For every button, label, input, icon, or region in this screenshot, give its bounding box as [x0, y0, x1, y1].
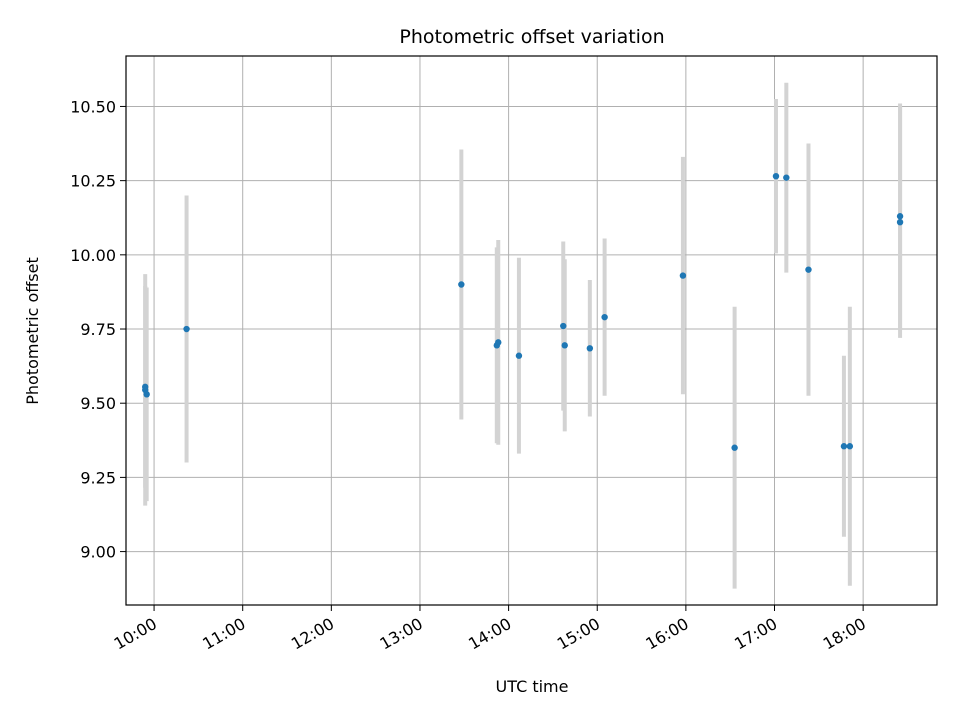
- x-tick-label: 15:00: [554, 614, 603, 654]
- data-point: [805, 266, 812, 273]
- y-tick-label: 9.50: [80, 394, 116, 413]
- data-point: [560, 322, 567, 330]
- data-point: [783, 174, 790, 181]
- data-point: [142, 383, 149, 391]
- data-point: [586, 345, 594, 352]
- x-tick-label: 16:00: [642, 614, 691, 654]
- data-point: [183, 325, 190, 333]
- chart-title: Photometric offset variation: [399, 26, 664, 48]
- data-point: [561, 342, 568, 349]
- x-tick-label: 11:00: [199, 614, 248, 654]
- x-axis-ticks: 10:00 11:00 12:00 13:00 14:00 15:00 16:00 17:00…: [111, 605, 869, 654]
- error-bars: [143, 82, 903, 589]
- grid-lines: [126, 56, 937, 605]
- data-point: [601, 313, 608, 321]
- x-tick-label: 10:00: [111, 614, 160, 654]
- data-point: [515, 352, 523, 359]
- data-point: [772, 172, 780, 180]
- x-tick-label: 14:00: [465, 614, 514, 654]
- data-point: [143, 391, 150, 398]
- data-point: [679, 272, 687, 279]
- y-axis-title: Photometric offset: [23, 257, 42, 405]
- data-point: [896, 213, 904, 220]
- y-tick-label: 10.50: [70, 97, 116, 116]
- data-point: [840, 443, 848, 450]
- y-tick-label: 9.75: [80, 320, 116, 339]
- y-tick-label: 10.25: [70, 172, 116, 191]
- y-tick-label: 10.00: [70, 246, 116, 265]
- y-tick-label: 9.00: [80, 543, 116, 562]
- data-point: [896, 218, 904, 226]
- x-tick-label: 13:00: [377, 614, 426, 654]
- y-tick-label: 9.25: [80, 468, 116, 487]
- x-tick-label: 17:00: [731, 614, 780, 654]
- plot-frame: [125, 55, 938, 606]
- x-tick-label: 12:00: [288, 614, 337, 654]
- data-point: [846, 443, 854, 450]
- data-point: [495, 339, 502, 346]
- x-axis-title: UTC time: [496, 677, 569, 696]
- y-axis-ticks: 9.00 9.25 9.50 9.75 10.00 10.25 10.50: [70, 97, 126, 562]
- data-point: [458, 281, 465, 288]
- x-tick-label: 18:00: [820, 614, 869, 654]
- data-point: [731, 444, 738, 451]
- data-points: [142, 172, 904, 451]
